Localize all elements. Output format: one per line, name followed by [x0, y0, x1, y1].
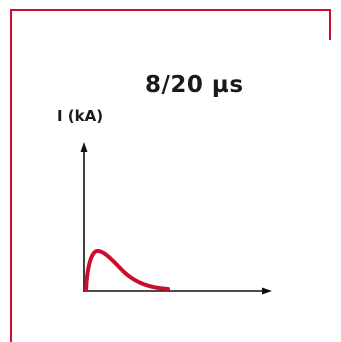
- waveform-title: 8/20 µs: [145, 72, 244, 98]
- x-axis-arrow: [262, 287, 272, 295]
- y-axis-label: I (kA): [57, 107, 104, 125]
- y-axis-arrow: [80, 142, 88, 152]
- impulse-waveform-curve: [84, 249, 170, 292]
